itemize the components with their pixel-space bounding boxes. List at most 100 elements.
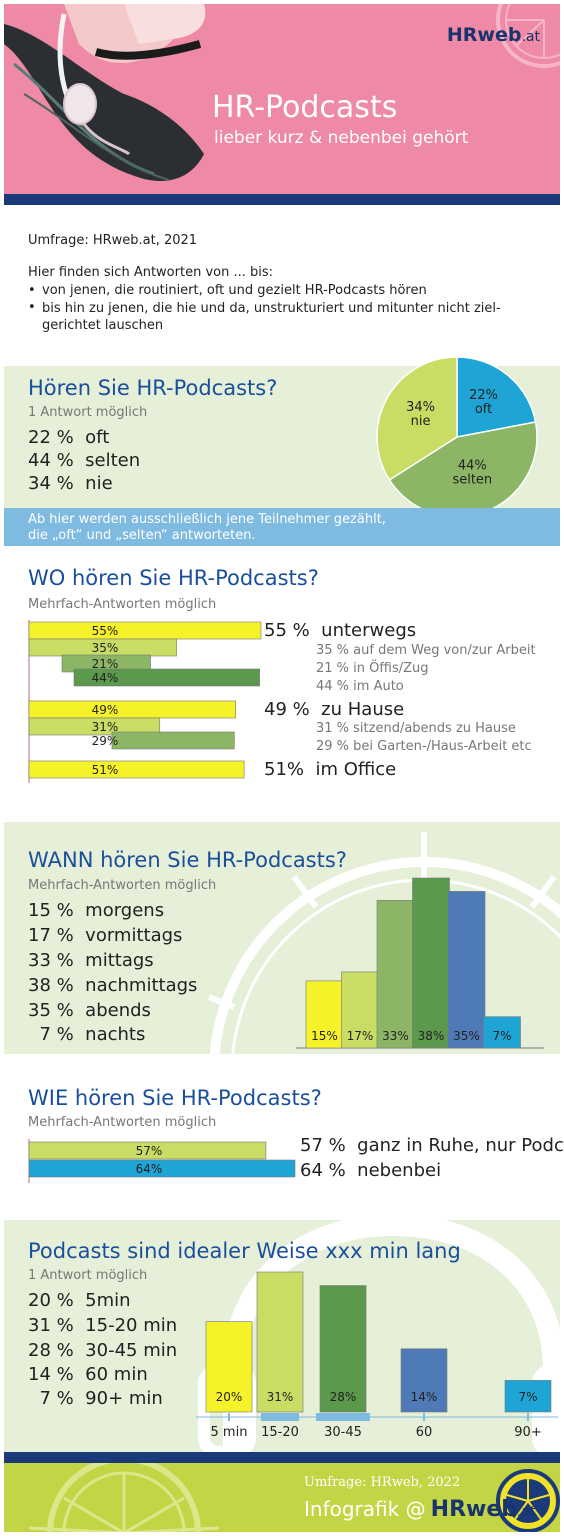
bar-label: 38% xyxy=(418,1029,445,1043)
header-title: HR-Podcasts xyxy=(212,90,398,125)
bar-90+ xyxy=(504,1380,552,1413)
footer-logo-tld: .at xyxy=(517,1504,536,1520)
bar-label: 7% xyxy=(492,1029,511,1043)
header-logo-brand: HRweb xyxy=(446,24,522,46)
s5-stat: 7 % 90+ min xyxy=(28,1388,163,1409)
bar-nebenbei xyxy=(28,1159,296,1178)
header-logo-tld: .at xyxy=(521,29,540,45)
intro-bullet-text: bis hin zu jenen, die hie und da, unstru… xyxy=(42,301,501,333)
bar-label: 64% xyxy=(136,1162,163,1176)
s4-title: WIE hören Sie HR-Podcasts? xyxy=(28,1086,322,1110)
s5-stat: 14 % 60 min xyxy=(28,1364,148,1385)
length-chart: 20% 5 min 31% 15-20 28% 30-45 14% 60 7% 90+ xyxy=(196,1271,558,1440)
intro-source: Umfrage: HRweb.at, 2021 xyxy=(28,233,198,248)
intro-bullet-text: von jenen, die routiniert, oft und gezie… xyxy=(42,283,427,298)
s5-subtitle: 1 Antwort möglich xyxy=(28,1268,148,1283)
s1-stat: 22 % oft xyxy=(28,427,110,448)
tick-label: 60 xyxy=(416,1425,433,1440)
pie-label: 34% nie xyxy=(406,400,435,429)
s2-main: 51% im Office xyxy=(264,759,397,780)
where-chart: 55% 35% 21%44% 49% 31%29% 51% xyxy=(28,620,262,783)
bar-zu Hause xyxy=(28,700,236,719)
header-banner: HRweb.at HR-Podcasts lieber kurz & neben… xyxy=(4,4,560,194)
footer-source: Umfrage: HRweb, 2022 xyxy=(304,1475,461,1490)
pie-slice-oft xyxy=(456,356,537,438)
bar-bei Garten-/Haus-Arbeit etc xyxy=(111,731,235,750)
bar-nachmittags xyxy=(412,877,450,1049)
s3-stat: 35 % abends xyxy=(28,1000,151,1021)
footer: Umfrage: HRweb, 2022 Infografik @ HRweb.… xyxy=(4,1463,560,1532)
s1-stat: 34 % nie xyxy=(28,473,113,494)
pie-slice-nie xyxy=(376,356,458,481)
s5-stat: 31 % 15-20 min xyxy=(28,1315,178,1336)
s2-detail: 31 % sitzend/abends zu Hause xyxy=(316,721,516,736)
bar-label: 31% xyxy=(92,720,119,734)
s3-title: WANN hören Sie HR-Podcasts? xyxy=(28,848,347,872)
s3-stat: 17 % vormittags xyxy=(28,925,183,946)
s5-stat: 20 % 5min xyxy=(28,1290,131,1311)
s4-label: 57 % ganz in Ruhe, nur Podc. xyxy=(300,1135,564,1156)
s2-subtitle: Mehrfach-Antworten möglich xyxy=(28,597,217,612)
intro-lead: Hier finden sich Antworten von ... bis: xyxy=(28,265,274,280)
bar-unterwegs xyxy=(28,621,262,640)
bar-label: 21% xyxy=(92,657,119,671)
s2-detail: 44 % im Auto xyxy=(316,679,404,694)
bar-label: 14% xyxy=(411,1390,438,1404)
bar-30-45 xyxy=(319,1285,367,1413)
s2-main: 49 % zu Hause xyxy=(264,699,405,720)
header-image xyxy=(4,4,560,182)
s1-stat: 44 % selten xyxy=(28,450,141,471)
bar-label: 7% xyxy=(518,1390,537,1404)
bar-label: 51% xyxy=(92,763,119,777)
bar-morgens xyxy=(305,980,344,1049)
tick-label: 5 min xyxy=(211,1425,248,1440)
s4-subtitle: Mehrfach-Antworten möglich xyxy=(28,1115,217,1130)
s5-stat: 28 % 30-45 min xyxy=(28,1340,178,1361)
footer-credit-prefix: Infografik @ xyxy=(304,1497,426,1521)
bar-60 xyxy=(400,1348,448,1413)
tick-label: 30-45 xyxy=(324,1425,362,1440)
pie-label: 44% selten xyxy=(452,459,492,488)
when-chart: 15% 17% 33% 38% 35% 7% xyxy=(296,877,544,1049)
bar-label: 57% xyxy=(136,1144,163,1158)
bar-label: 28% xyxy=(330,1390,357,1404)
bar-label: 15% xyxy=(311,1029,338,1043)
s3-stat: 7 % nachts xyxy=(28,1024,146,1045)
bar-nachts xyxy=(483,1016,521,1049)
bar-abends xyxy=(447,891,486,1049)
bar-sitzend/abends zu Hause xyxy=(28,717,161,736)
bar-5 min xyxy=(205,1321,253,1413)
pie-label: 22% oft xyxy=(469,388,498,417)
s2-main: 55 % unterwegs xyxy=(264,620,417,641)
bar-label: 35% xyxy=(453,1029,480,1043)
filter-notice: Ab hier werden ausschließlich jene Teiln… xyxy=(4,508,560,546)
s4-label: 64 % nebenbei xyxy=(300,1160,442,1181)
s2-title: WO hören Sie HR-Podcasts? xyxy=(28,566,319,590)
tick-label: 15-20 xyxy=(261,1425,299,1440)
pie-chart: 22% oft 44% selten 34% nie xyxy=(376,356,538,518)
bar-im Office xyxy=(28,760,245,779)
bar-label: 31% xyxy=(267,1390,294,1404)
bar-im Auto xyxy=(73,668,260,687)
intro-bullet-1: • von jenen, die routiniert, oft und gezi… xyxy=(28,283,427,298)
header-logo[interactable]: HRweb.at xyxy=(447,24,540,46)
bar-label: 20% xyxy=(216,1390,243,1404)
bar-label: 33% xyxy=(382,1029,409,1043)
s5-title: Podcasts sind idealer Weise xxx min lang xyxy=(28,1239,461,1263)
s2-detail: 29 % bei Garten-/Haus-Arbeit etc xyxy=(316,739,532,754)
bar-label: 44% xyxy=(92,671,119,685)
bar-label: 17% xyxy=(347,1029,374,1043)
footer-credit: Infografik @ HRweb.at xyxy=(304,1497,536,1522)
filter-notice-text: Ab hier werden ausschließlich jene Teiln… xyxy=(28,512,386,543)
how-chart: 57%64% xyxy=(28,1139,296,1183)
bar-label: 49% xyxy=(92,703,119,717)
s1-subtitle: 1 Antwort möglich xyxy=(28,405,148,420)
s2-detail: 35 % auf dem Weg von/zur Arbeit xyxy=(316,643,536,658)
s1-title: Hören Sie HR-Podcasts? xyxy=(28,376,278,400)
header-subtitle: lieber kurz & nebenbei gehört xyxy=(214,128,469,148)
s3-subtitle: Mehrfach-Antworten möglich xyxy=(28,878,217,893)
footer-logo[interactable]: HRweb.at xyxy=(431,1497,536,1522)
bar-label: 29% xyxy=(92,734,119,748)
bar-ganz in Ruhe, nur Podc. xyxy=(28,1141,267,1160)
s3-stat: 33 % mittags xyxy=(28,950,154,971)
